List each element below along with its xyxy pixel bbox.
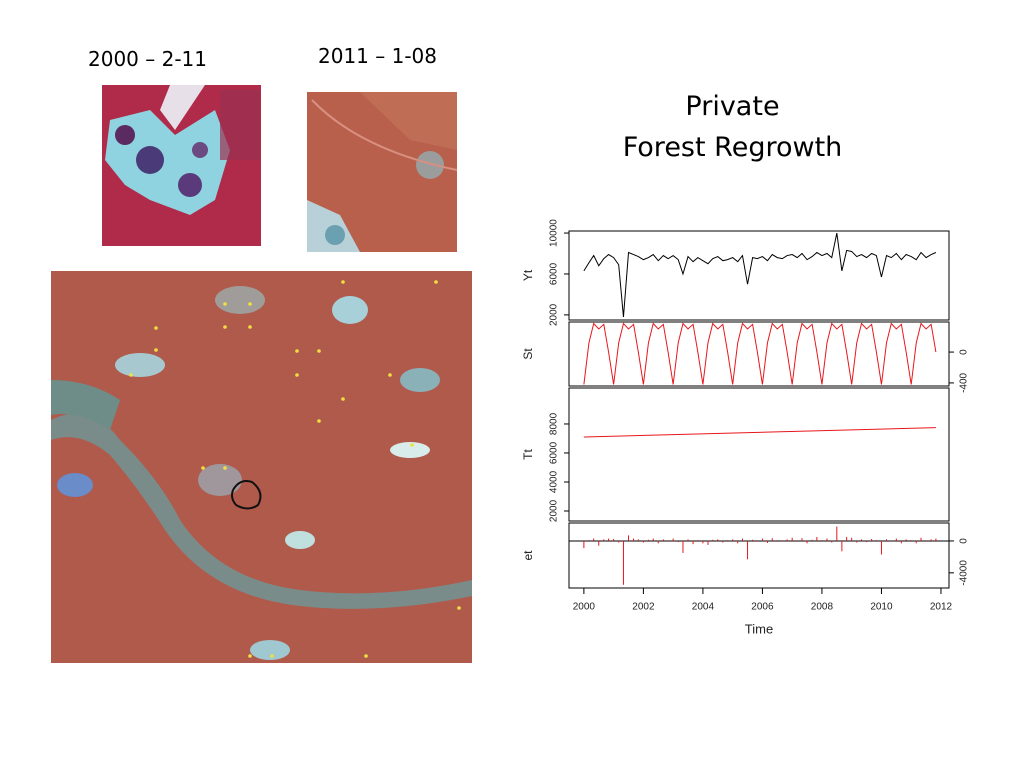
y-axis-label: Yt (521, 269, 535, 281)
image-caption: 2000 – 2-11 (88, 47, 208, 71)
satellite-image-2000 (102, 85, 261, 246)
title-line: Private (685, 91, 780, 122)
series-line (583, 232, 937, 317)
image-caption: 2011 – 1-08 (318, 44, 438, 68)
decomposition-chart: 2000600010000Yt-4000St2000400060008000Tt… (521, 219, 969, 637)
series-line (583, 322, 937, 385)
panel-frame (568, 230, 950, 321)
y-tick-label: 10000 (549, 219, 560, 247)
panel-frame (568, 321, 950, 387)
y-tick-label: 0 (959, 349, 970, 355)
x-tick-label: 2002 (632, 602, 655, 613)
y-tick-label: 6000 (549, 441, 560, 464)
x-axis-label: Time (745, 621, 773, 636)
y-axis-label: St (521, 348, 535, 360)
x-tick-label: 2004 (692, 602, 715, 613)
x-tick-label: 2008 (811, 602, 834, 613)
panel-frame (568, 387, 950, 522)
satellite-map (51, 271, 472, 663)
satellite-image-2011 (307, 92, 458, 252)
y-tick-label: 2000 (549, 499, 560, 522)
y-tick-label: 6000 (549, 262, 560, 285)
x-tick-label: 2000 (573, 602, 596, 613)
x-tick-label: 2012 (930, 602, 953, 613)
y-tick-label: -4000 (959, 560, 970, 586)
slide-title: Private Forest Regrowth (560, 86, 905, 168)
title-line: Forest Regrowth (622, 132, 843, 163)
y-tick-label: -400 (959, 372, 970, 392)
y-tick-label: 8000 (549, 412, 560, 435)
y-axis-label: et (521, 550, 535, 561)
y-tick-label: 2000 (549, 303, 560, 326)
x-tick-label: 2010 (870, 602, 893, 613)
y-tick-label: 4000 (549, 470, 560, 493)
x-tick-label: 2006 (751, 602, 774, 613)
series-line (583, 427, 936, 438)
panel-frame (568, 522, 950, 589)
y-axis-label: Tt (521, 449, 535, 460)
y-tick-label: 0 (959, 538, 970, 544)
